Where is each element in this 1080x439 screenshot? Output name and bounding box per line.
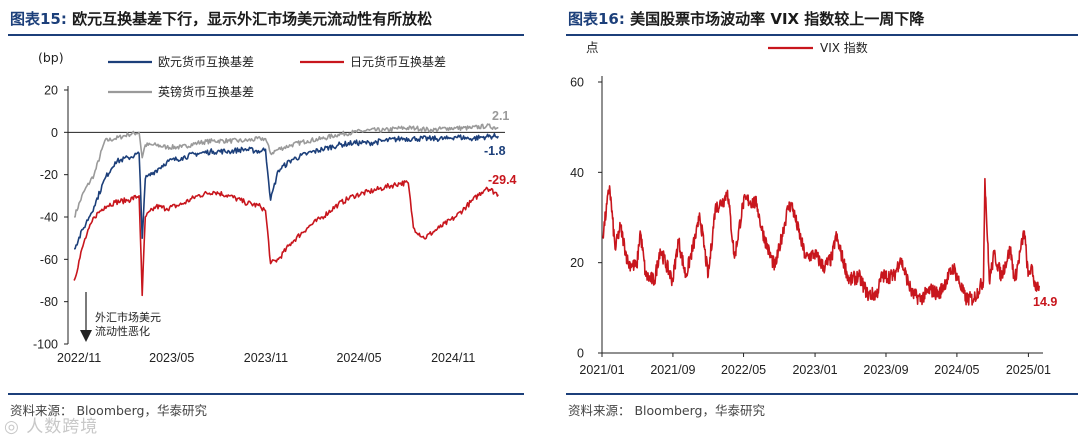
title-rule (8, 34, 524, 36)
y-tick-label: -80 (40, 295, 58, 309)
legend-label: 欧元货币互换基差 (158, 54, 254, 69)
figure-label: 图表16: (568, 10, 625, 28)
y-tick-label: 0 (51, 126, 58, 140)
y-tick-label: 0 (577, 347, 584, 361)
x-tick-label: 2022/11 (57, 351, 101, 365)
x-tick-label: 2023/05 (149, 351, 194, 365)
legend-label: 英镑货币互换基差 (158, 84, 254, 99)
y-tick-label: -60 (40, 253, 58, 267)
x-tick-label: 2025/01 (1006, 363, 1051, 377)
chart-panel-right: 图表16: 美国股票市场波动率 VIX 指数较上一周下降 点 60 40 20 0 202… (558, 0, 1080, 439)
chart-title: 图表16: 美国股票市场波动率 VIX 指数较上一周下降 (568, 8, 924, 29)
y-axis-unit: 点 (586, 40, 599, 55)
y-tick-label: 60 (570, 76, 584, 90)
series-end-label: -29.4 (488, 173, 517, 187)
y-tick-label: -100 (33, 338, 58, 352)
figure-title-text: 美国股票市场波动率 VIX 指数较上一周下降 (630, 10, 925, 28)
y-tick-label: -20 (40, 168, 58, 182)
x-tick-label: 2024/11 (431, 351, 475, 365)
legend-label: 日元货币互换基差 (350, 54, 446, 69)
y-tick-label: 20 (570, 256, 584, 270)
title-rule (566, 34, 1078, 36)
vix-chart: 点 60 40 20 0 2021/01 2021/09 2022/05 2023/01 2023… (570, 40, 1057, 377)
chart-panel-left: 图表15: 欧元互换基差下行，显示外汇市场美元流动性有所放松 (bp) 20 0 -2… (0, 0, 530, 439)
x-tick-label: 2024/05 (336, 351, 381, 365)
y-tick-label: -40 (40, 211, 58, 225)
legend-label: VIX 指数 (820, 40, 868, 55)
y-tick-label: 40 (570, 166, 584, 180)
series-line-gbp (73, 123, 499, 218)
source-note: 资料来源： Bloomberg，华泰研究 (568, 403, 765, 418)
x-tick-label: 2023/09 (863, 363, 908, 377)
chart-title: 图表15: 欧元互换基差下行，显示外汇市场美元流动性有所放松 (10, 8, 432, 29)
series-end-label: -1.8 (484, 144, 506, 158)
source-note: 资料来源： Bloomberg，华泰研究 (10, 403, 207, 418)
series-line-vix (602, 177, 1040, 306)
x-tick-label: 2022/05 (721, 363, 766, 377)
annotation-arrow-head (80, 330, 92, 342)
annotation-note-line2: 流动性恶化 (95, 324, 150, 338)
series-end-label: 14.9 (1033, 295, 1057, 309)
annotation-note-line1: 外汇市场美元 (95, 310, 161, 324)
x-tick-label: 2021/09 (650, 363, 695, 377)
series-end-label: 2.1 (492, 109, 509, 123)
x-tick-label: 2024/05 (934, 363, 979, 377)
x-tick-label: 2023/01 (792, 363, 837, 377)
source-rule (566, 393, 1078, 395)
figure-label: 图表15: (10, 10, 67, 28)
y-axis-unit: (bp) (38, 50, 64, 65)
figure-title-text: 欧元互换基差下行，显示外汇市场美元流动性有所放松 (72, 10, 433, 28)
series-line-jpy (73, 180, 499, 297)
source-rule (8, 393, 524, 395)
x-tick-label: 2021/01 (579, 363, 624, 377)
watermark: ◎ 人数跨境 (4, 417, 99, 437)
series-line-eur (74, 132, 500, 250)
x-tick-label: 2023/11 (244, 351, 288, 365)
y-tick-label: 20 (44, 84, 58, 98)
